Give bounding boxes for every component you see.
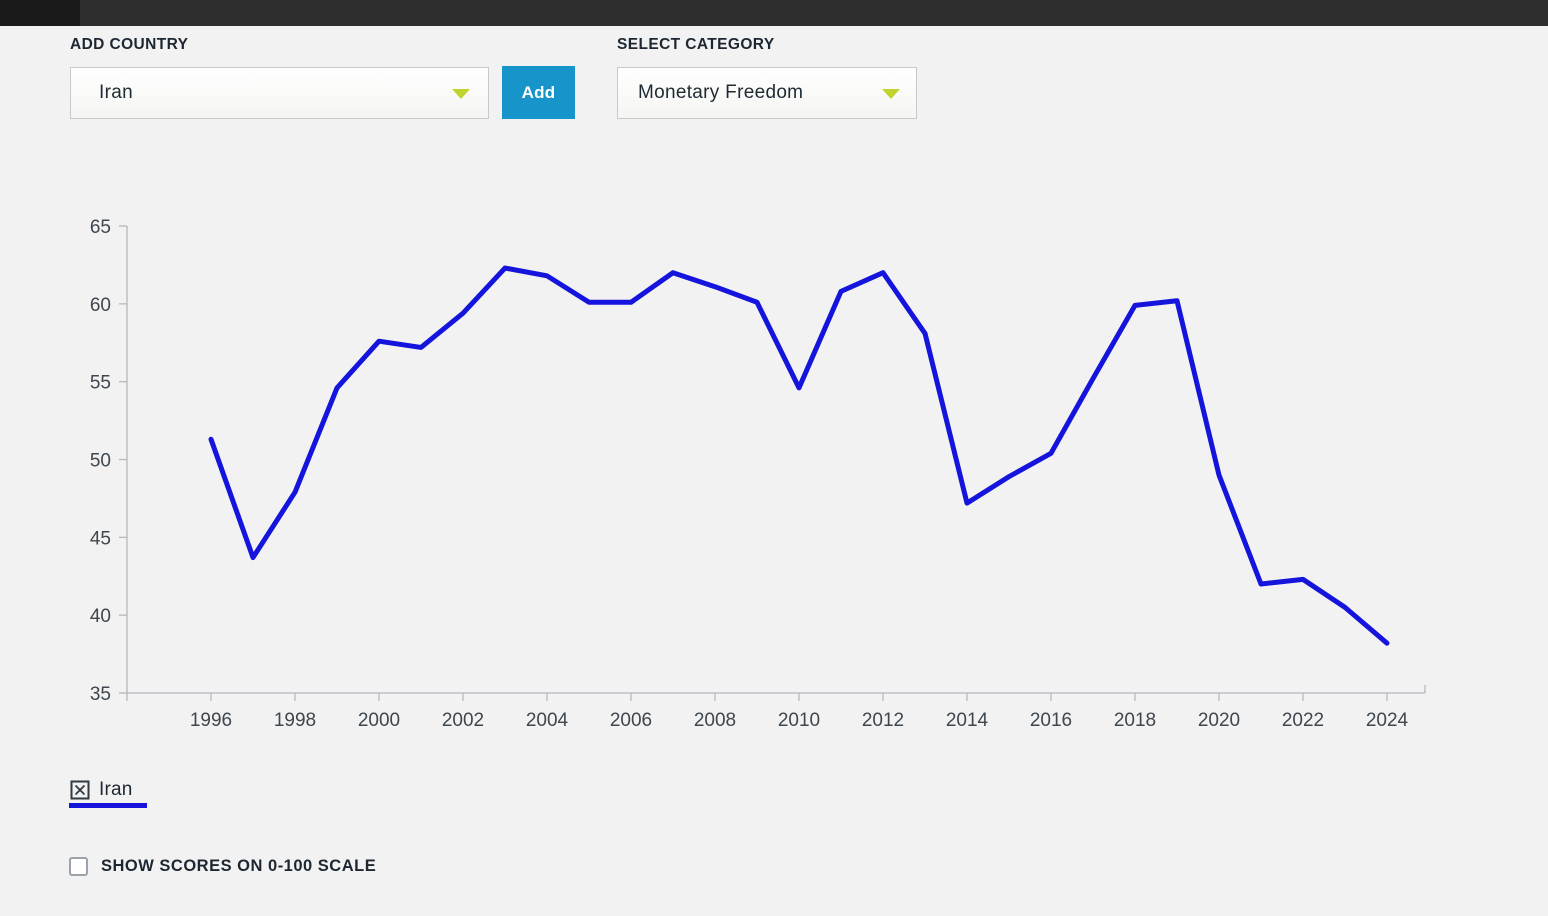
chevron-down-icon [452,89,470,99]
scale-toggle-label: SHOW SCORES ON 0-100 SCALE [101,857,377,875]
select-category-label: SELECT CATEGORY [617,36,775,53]
x-axis-tick-label: 2000 [358,710,400,731]
y-axis-tick-label: 40 [90,606,111,627]
scale-toggle-row[interactable]: SHOW SCORES ON 0-100 SCALE [69,857,376,876]
y-axis-tick-label: 35 [90,684,111,705]
x-axis-tick-label: 2008 [694,710,736,731]
country-dropdown[interactable]: Iran [70,67,489,119]
y-axis-tick-label: 55 [90,373,111,394]
x-axis-tick-label: 2014 [946,710,989,731]
y-axis-tick-label: 60 [90,295,111,316]
series-line-iran [208,265,1390,646]
x-axis-tick-label: 2020 [1198,710,1240,731]
line-chart-svg: 35 40 45 50 55 60 65 1996 1998 2000 2002 2004 2006 20… [90,217,1426,731]
y-axis-tick-label: 65 [90,217,111,238]
x-axis-tick-label: 2016 [1030,710,1072,731]
x-axis-tick-label: 2012 [862,710,904,731]
x-axis-tick-label: 2010 [778,710,820,731]
x-axis-tick-label: 2006 [610,710,652,731]
category-dropdown[interactable]: Monetary Freedom [617,67,917,119]
country-dropdown-value: Iran [99,82,133,103]
x-axis-tick-label: 2018 [1114,710,1156,731]
y-axis-tick-label: 50 [90,451,111,472]
x-axis-tick-label: 2022 [1282,710,1324,731]
x-axis-tick-label: 1998 [274,710,316,731]
x-axis-tick-label: 2004 [526,710,569,731]
x-axis-tick-label: 1996 [190,710,232,731]
scale-checkbox[interactable] [69,857,88,876]
x-axis-tick-label: 2024 [1366,710,1409,731]
x-axis-tick-label: 2002 [442,710,484,731]
legend-item-iran[interactable]: Iran [70,779,133,801]
remove-x-icon[interactable] [70,780,90,800]
top-bar-left-block [0,0,80,26]
y-axis-tick-label: 45 [90,528,111,549]
chevron-down-icon [882,89,900,99]
legend-label-iran: Iran [99,779,133,800]
top-bar [0,0,1548,26]
legend-series-color-underline [69,803,147,808]
add-country-label: ADD COUNTRY [70,36,189,53]
add-country-button[interactable]: Add [502,66,575,119]
category-dropdown-value: Monetary Freedom [638,82,804,103]
